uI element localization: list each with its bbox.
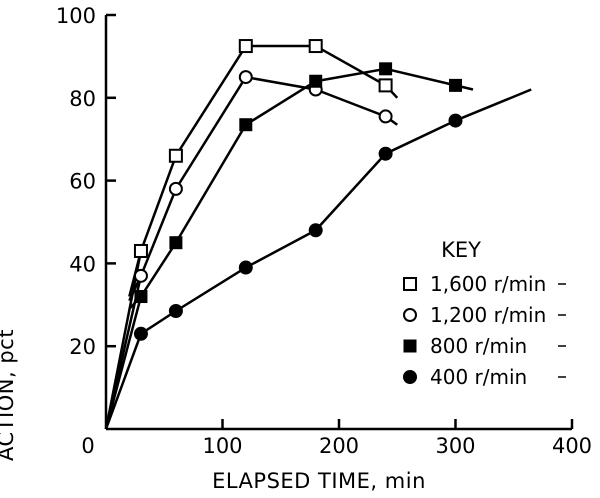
series-2 [104,62,474,430]
data-point [238,260,253,275]
data-point [168,304,183,319]
x-tick-label: 300 [435,434,475,458]
data-point [448,113,463,128]
x-tick-label: 400 [552,434,592,458]
legend-item: 400 r/min [403,365,566,389]
data-point [168,181,183,196]
data-point [379,62,393,76]
legend-item: 1,200 r/min [403,303,566,327]
legend-item: 800 r/min [403,334,566,358]
data-point [378,146,393,161]
y-tick-label: 80 [69,87,96,111]
data-point [308,39,323,54]
data-point [239,118,253,132]
y-tick-label: 100 [56,4,96,28]
x-tick-label: 200 [319,434,359,458]
y-tick-label: 40 [69,252,96,276]
legend-marker [403,339,417,353]
data-point [378,78,393,93]
data-point [238,39,253,54]
legend-marker [403,308,417,322]
series-layer [104,39,532,430]
legend-label: 1,600 r/min [430,272,546,296]
data-point [133,326,148,341]
data-point [309,74,323,88]
legend-label: 1,200 r/min [430,303,546,327]
y-axis-title: ACTION, pct [0,329,18,461]
legend-label: 400 r/min [430,365,527,389]
series-3 [104,88,532,430]
data-point [449,78,462,92]
series-line-extension [455,88,532,122]
data-point [169,236,183,250]
data-point [238,70,253,85]
data-point [168,148,183,163]
legend-label: 800 r/min [430,334,527,358]
series-line [104,119,457,430]
data-point [378,109,393,124]
y-tick-label: 20 [69,335,96,359]
legend-marker [403,277,417,291]
x-tick-label: 0 [81,434,94,458]
data-point [133,268,148,283]
data-point [134,290,148,304]
axes: 20 40 60 80 100 0 100 200 300 400 ELAPSED TIME, mi… [0,4,592,493]
x-axis-title: ELAPSED TIME, min [212,469,426,493]
legend-item: 1,600 r/min [403,272,566,296]
legend-title: KEY [441,238,481,262]
y-tick-label: 60 [69,170,96,194]
series-line [104,44,387,430]
series-0 [104,39,399,430]
legend: KEY 1,600 r/min 1,200 r/min 800 r/min 400 r/… [403,238,566,389]
data-point [133,243,148,258]
x-tick-label: 100 [202,434,242,458]
data-point [308,223,323,238]
legend-marker [403,370,417,384]
